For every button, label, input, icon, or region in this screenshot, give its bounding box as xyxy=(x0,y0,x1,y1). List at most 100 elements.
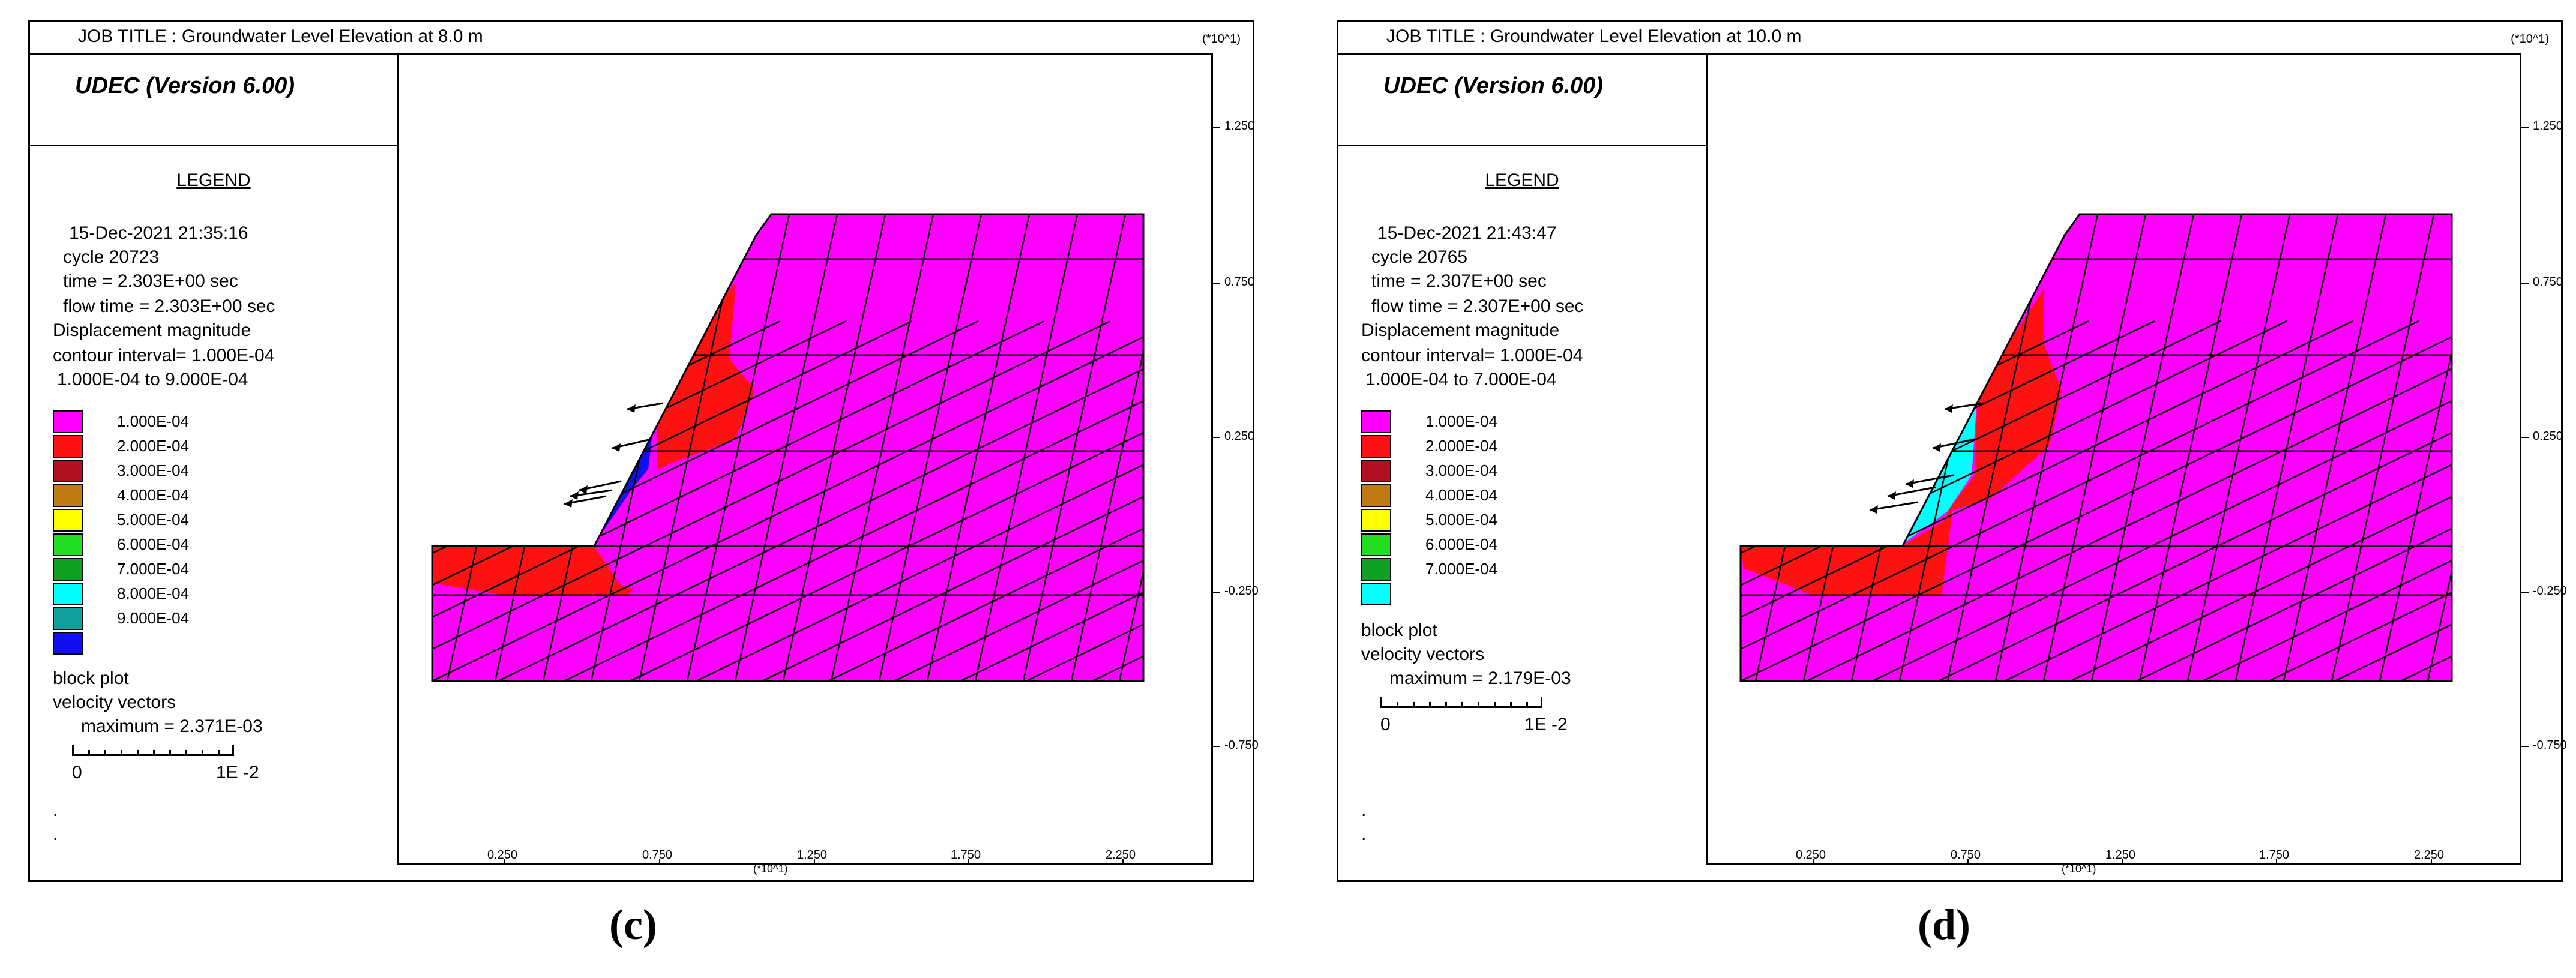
vector-arrowhead xyxy=(1945,404,1953,413)
figure-caption-d: (d) xyxy=(1918,901,1970,949)
axis-exponent-label: (*10^1) xyxy=(1202,32,1241,46)
x-tick-mark xyxy=(2276,859,2277,865)
contour-swatch xyxy=(1361,410,1391,433)
x-tick-mark xyxy=(1122,859,1124,865)
joint-line xyxy=(2202,527,2520,682)
cycle-count: cycle 20723 xyxy=(63,247,160,267)
x-tick-label: 1.250 xyxy=(2105,848,2136,862)
x-tick-label: 2.250 xyxy=(2414,848,2445,862)
vector-arrowhead xyxy=(579,485,588,494)
mask-outside xyxy=(399,55,1211,863)
contour-range: 1.000E-04 to 9.000E-04 xyxy=(57,370,248,389)
joint-line xyxy=(782,214,886,682)
contour-range: 1.000E-04 to 7.000E-04 xyxy=(1365,370,1557,389)
joint-line xyxy=(974,214,1079,682)
y-tick-mark xyxy=(1213,592,1220,593)
vector-maximum: maximum = 2.179E-03 xyxy=(1389,668,1571,688)
x-tick-mark xyxy=(968,859,969,865)
joint-line xyxy=(1022,214,1127,682)
scale-left-label: 0 xyxy=(72,763,82,782)
y-tick-label: -0.750 xyxy=(1224,739,1259,752)
contour-swatch xyxy=(53,607,83,630)
legend-heading: LEGEND xyxy=(1485,170,1559,190)
y-tick-mark xyxy=(1213,437,1220,438)
model-outline xyxy=(1739,213,2453,682)
y-tick-label: 1.250 xyxy=(2533,119,2563,133)
contour-label: 4.000E-04 xyxy=(117,486,189,504)
contour-label: 7.000E-04 xyxy=(117,560,189,578)
scale-left-label: 0 xyxy=(1380,715,1391,734)
contour-swatch xyxy=(53,410,83,433)
contour-label: 8.000E-04 xyxy=(117,584,189,602)
velocity-vectors-label: velocity vectors xyxy=(53,692,176,712)
mask-outside xyxy=(1708,55,2520,863)
block-plot-label: block plot xyxy=(53,668,129,688)
contour-label: 4.000E-04 xyxy=(1425,486,1497,504)
slope-model-plot xyxy=(1708,55,2520,863)
y-tick-label: -0.750 xyxy=(2533,739,2567,752)
contour-interval: contour interval= 1.000E-04 xyxy=(1361,346,1583,365)
y-tick-label: 1.250 xyxy=(1224,119,1255,133)
y-tick-mark xyxy=(2521,437,2529,438)
time-value: time = 2.303E+00 sec xyxy=(63,271,238,291)
x-tick-label: 1.250 xyxy=(797,848,828,862)
y-tick-label: 0.250 xyxy=(1224,430,1255,443)
joint-line xyxy=(2138,214,2243,682)
time-value: time = 2.307E+00 sec xyxy=(1371,271,1547,291)
legend-panel: UDEC (Version 6.00) LEGEND 15-Dec-2021 2… xyxy=(30,53,397,882)
x-tick-label: 1.750 xyxy=(951,848,981,862)
flow-time-value: flow time = 2.307E+00 sec xyxy=(1371,296,1584,316)
contour-label: 6.000E-04 xyxy=(1425,535,1497,553)
contour-swatch xyxy=(1361,558,1391,581)
contour-label: 5.000E-04 xyxy=(1425,511,1497,529)
contour-swatch xyxy=(53,509,83,532)
x-axis-exponent: (*10^1) xyxy=(2062,863,2096,875)
y-tick-mark xyxy=(2521,592,2529,593)
joint-line xyxy=(1708,320,2419,666)
contour-label: 3.000E-04 xyxy=(117,461,189,479)
udec-plot-panel-c: JOB TITLE : Groundwater Level Elevation … xyxy=(28,20,1259,882)
cycle-count: cycle 20765 xyxy=(1371,247,1468,267)
contour-label: 2.000E-04 xyxy=(1425,437,1497,455)
x-tick-mark xyxy=(2122,859,2123,865)
contour-swatch xyxy=(53,533,83,556)
joint-line xyxy=(926,214,1031,682)
y-tick-mark xyxy=(1213,283,1220,284)
scale-right-label: 1E -2 xyxy=(216,763,259,782)
contour-swatch xyxy=(53,632,83,655)
x-tick-label: 2.250 xyxy=(1106,848,1136,862)
x-tick-label: 0.750 xyxy=(642,848,673,862)
software-version: UDEC (Version 6.00) xyxy=(75,73,295,98)
contour-label: 9.000E-04 xyxy=(117,609,189,627)
contour-interval: contour interval= 1.000E-04 xyxy=(53,346,275,365)
joint-line xyxy=(830,214,934,682)
x-tick-label: 1.750 xyxy=(2259,848,2290,862)
model-body xyxy=(432,214,1143,681)
joint-line xyxy=(399,320,1111,666)
contour-swatch xyxy=(1361,509,1391,532)
contour-swatch xyxy=(53,460,83,482)
flow-time-value: flow time = 2.303E+00 sec xyxy=(63,296,275,316)
contour-name: Displacement magnitude xyxy=(1361,320,1560,340)
contour-swatch xyxy=(53,558,83,581)
version-box: UDEC (Version 6.00) xyxy=(30,53,397,146)
vector-scale-bar xyxy=(72,743,234,756)
y-tick-mark xyxy=(1213,127,1220,128)
x-tick-mark xyxy=(1813,859,1814,865)
y-tick-mark xyxy=(2521,127,2529,128)
vector-scale-bar xyxy=(1380,695,1542,708)
velocity-vector xyxy=(1887,486,1936,497)
joint-line xyxy=(2004,431,2520,682)
contour-label: 1.000E-04 xyxy=(117,412,189,430)
job-title: JOB TITLE : Groundwater Level Elevation … xyxy=(78,26,483,46)
contour-swatch xyxy=(53,484,83,507)
joint-line xyxy=(2283,214,2387,682)
y-tick-label: 0.250 xyxy=(2533,430,2563,443)
x-tick-mark xyxy=(1967,859,1969,865)
udec-plot-panel-d: JOB TITLE : Groundwater Level Elevation … xyxy=(1337,20,2567,882)
contour-name: Displacement magnitude xyxy=(53,320,251,340)
joint-line xyxy=(2070,463,2520,682)
y-tick-mark xyxy=(2521,746,2529,747)
joint-line xyxy=(2186,214,2291,682)
vector-arrowhead xyxy=(564,499,573,508)
